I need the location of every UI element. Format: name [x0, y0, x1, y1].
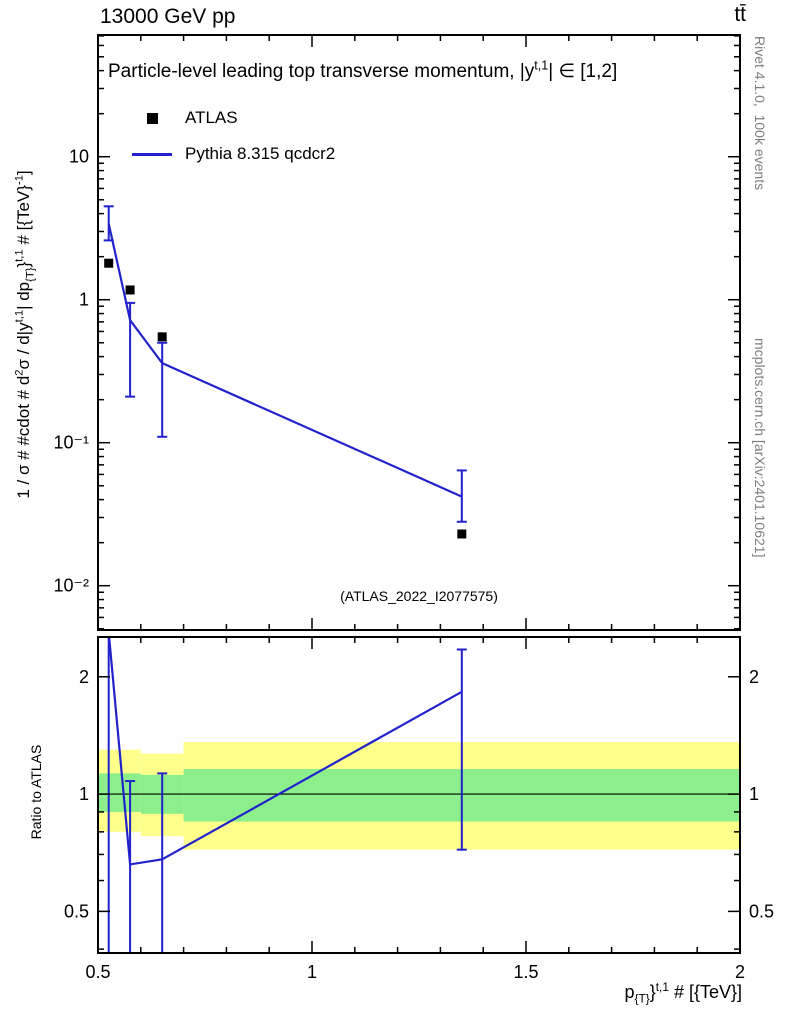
x-tick-label: 1	[307, 962, 317, 982]
x-tick-label: 1.5	[513, 962, 538, 982]
beam-energy-label: 13000 GeV pp	[100, 5, 236, 28]
ratio-y-axis-label: Ratio to ATLAS	[28, 744, 44, 840]
atlas-data-point	[457, 529, 467, 539]
atlas-data-point	[104, 258, 114, 268]
analysis-watermark: (ATLAS_2022_I2077575)	[340, 588, 498, 604]
legend-item-atlas: ATLAS	[132, 100, 335, 136]
process-label: tt̄	[734, 3, 746, 26]
plot-title: Particle-level leading top transverse mo…	[108, 58, 618, 82]
main-series-group	[103, 205, 467, 539]
ratio-frame	[97, 636, 741, 954]
atlas-data-point	[157, 332, 167, 342]
ratio-y-tick-label-left: 1	[79, 784, 89, 804]
main-y-tick-label: 1	[79, 290, 89, 310]
atlas-marker-wrap	[132, 112, 172, 124]
x-tick-label: 2	[735, 962, 745, 982]
legend-item-pythia: Pythia 8.315 qcdcr2	[132, 136, 335, 172]
legend-label-atlas: ATLAS	[185, 108, 238, 127]
rivet-version-label: Rivet 4.1.0, 100k events	[752, 36, 768, 191]
ratio-y-tick-label-right: 2	[749, 667, 759, 687]
ratio-y-tick-label-left: 0.5	[64, 901, 89, 921]
legend: ATLAS Pythia 8.315 qcdcr2	[132, 100, 335, 172]
x-axis-label: p{T}}t,1 # [{TeV}]	[624, 980, 742, 1006]
legend-label-pythia: Pythia 8.315 qcdcr2	[185, 144, 336, 163]
main-y-axis-label: 1 / σ # #cdot # d2σ / d|yt,1| dp{T}}t,1 …	[13, 170, 37, 499]
x-tick-label: 0.5	[85, 962, 110, 982]
ratio-uncertainty-bands	[98, 742, 740, 850]
main-frame	[97, 34, 741, 631]
main-y-tick-label: 10	[69, 147, 89, 167]
pythia-marker-wrap	[132, 152, 172, 156]
mcplots-attribution-label: mcplots.cern.ch [arXiv:2401.10621]	[752, 338, 768, 558]
main-y-tick-label: 10⁻¹	[53, 433, 89, 453]
ratio-y-tick-label-right: 1	[749, 784, 759, 804]
main-y-tick-label: 10⁻²	[53, 576, 89, 596]
ratio-series-group	[107, 637, 467, 953]
ratio-y-tick-label-right: 0.5	[749, 901, 774, 921]
ratio-y-tick-label-left: 2	[79, 667, 89, 687]
pythia-line	[107, 223, 463, 498]
ratio-line	[108, 637, 463, 866]
pythia-line-marker-icon	[132, 152, 172, 156]
atlas-square-marker-icon	[146, 112, 158, 124]
atlas-data-point	[125, 285, 135, 295]
